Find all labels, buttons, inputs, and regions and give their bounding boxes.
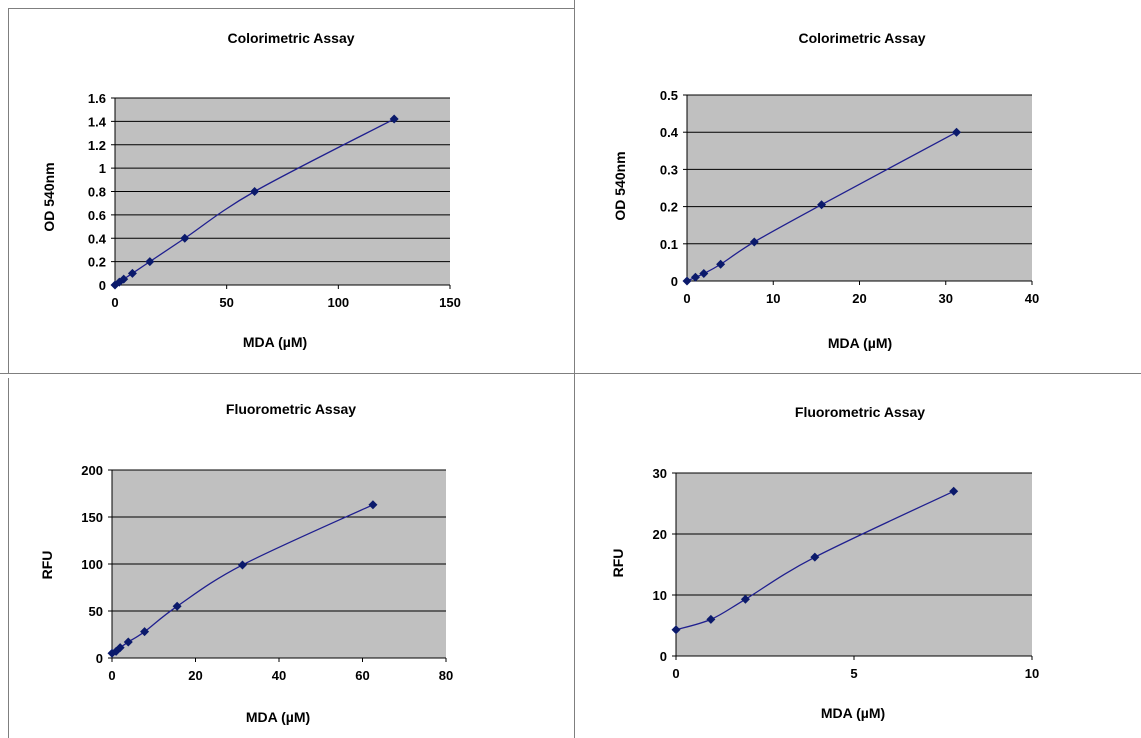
y-tick-label: 1.6 [88, 91, 106, 106]
y-tick-label: 30 [653, 466, 667, 481]
data-point-marker [127, 268, 137, 278]
data-point-marker [389, 114, 399, 124]
x-tick-label: 30 [939, 291, 953, 306]
data-point-marker [368, 500, 378, 510]
data-point-marker [740, 594, 750, 604]
x-axis-label: MDA (µM) [246, 709, 310, 725]
data-point-marker [145, 257, 155, 267]
data-point-marker [140, 627, 150, 637]
y-tick-label: 0.4 [660, 125, 679, 140]
chart-svg: 0 0.2 0.4 0.6 0.8 1 1.2 1.4 1.6 0 50 100 150 Colorime… [41, 30, 461, 350]
y-tick-label: 10 [653, 588, 667, 603]
data-point-marker [810, 552, 820, 562]
chart-panel-colorimetric-wide: 0 0.2 0.4 0.6 0.8 1 1.2 1.4 1.6 0 50 100 150 Colorime… [10, 10, 572, 370]
data-point-marker [952, 127, 962, 137]
x-axis-label: MDA (µM) [828, 335, 892, 351]
y-tick-label: 0.5 [660, 88, 678, 103]
data-point-marker [172, 601, 182, 611]
x-tick-label: 150 [439, 295, 461, 310]
data-point-marker [180, 233, 190, 243]
panel-divider-vertical [574, 0, 575, 738]
data-point-marker [716, 259, 726, 269]
y-axis-label: RFU [39, 551, 55, 580]
x-tick-label: 50 [219, 295, 233, 310]
data-point-marker [671, 625, 681, 635]
chart-title: Colorimetric Assay [798, 30, 925, 46]
chart-title: Colorimetric Assay [227, 30, 354, 46]
data-point-marker [749, 237, 759, 247]
chart-panel-fluorometric-wide: 0 50 100 150 200 0 20 40 60 80 Fluorometric Assay M… [10, 378, 572, 736]
y-tick-label: 50 [89, 604, 103, 619]
y-tick-label: 0 [660, 649, 667, 664]
data-point-marker [817, 200, 827, 210]
x-tick-label: 10 [1025, 666, 1039, 681]
data-point-marker [250, 187, 260, 196]
x-tick-label: 0 [683, 291, 690, 306]
y-tick-label: 0.8 [88, 185, 106, 200]
y-tick-label: 1.4 [88, 114, 107, 129]
panel-divider-horizontal [0, 373, 1141, 374]
y-tick-label: 0 [96, 651, 103, 666]
data-point-marker [123, 637, 133, 647]
data-point-marker [119, 274, 129, 284]
chart-panel-colorimetric-zoom: 0 0.1 0.2 0.3 0.4 0.5 0 10 20 30 40 Colorimetric As… [577, 10, 1139, 370]
data-point-marker [115, 643, 125, 653]
x-tick-label: 20 [852, 291, 866, 306]
x-tick-label: 40 [272, 668, 286, 683]
panel-border-top-left [8, 8, 574, 9]
chart-svg: 0 50 100 150 200 0 20 40 60 80 Fluorometric Assay M… [39, 401, 453, 725]
x-tick-label: 100 [327, 295, 349, 310]
y-axis-label: OD 540nm [612, 151, 628, 220]
x-tick-label: 0 [108, 668, 115, 683]
x-tick-label: 0 [111, 295, 118, 310]
y-tick-label: 200 [81, 463, 103, 478]
chart-panel-fluorometric-zoom: 0 10 20 30 0 5 10 Fluorometric Assay MDA (µM) RFU [577, 378, 1139, 736]
y-tick-label: 1 [99, 161, 106, 176]
x-tick-label: 5 [850, 666, 857, 681]
chart-svg: 0 0.1 0.2 0.3 0.4 0.5 0 10 20 30 40 Colorimetric As… [612, 30, 1039, 351]
x-tick-label: 60 [355, 668, 369, 683]
data-point-marker [682, 276, 692, 286]
y-tick-label: 0 [99, 278, 106, 293]
y-tick-label: 1.2 [88, 138, 106, 153]
y-tick-label: 0.3 [660, 162, 678, 177]
y-tick-label: 0 [671, 274, 678, 289]
data-point-marker [706, 614, 716, 624]
panel-border-left [8, 8, 9, 373]
y-tick-label: 0.4 [88, 231, 107, 246]
x-tick-label: 10 [766, 291, 780, 306]
data-point-marker [949, 486, 959, 496]
plot-area [687, 95, 1032, 281]
x-axis-label: MDA (µM) [821, 705, 885, 721]
y-tick-label: 150 [81, 510, 103, 525]
plot-area [676, 473, 1032, 656]
y-axis-label: OD 540nm [41, 162, 57, 231]
y-tick-label: 100 [81, 557, 103, 572]
y-tick-label: 20 [653, 527, 667, 542]
data-point-marker [699, 269, 709, 279]
chart-title: Fluorometric Assay [795, 404, 925, 420]
x-axis-label: MDA (µM) [243, 334, 307, 350]
chart-title: Fluorometric Assay [226, 401, 356, 417]
chart-svg: 0 10 20 30 0 5 10 Fluorometric Assay MDA (µM) RFU [610, 404, 1039, 721]
x-tick-label: 20 [188, 668, 202, 683]
series-line [675, 490, 954, 631]
y-tick-label: 0.2 [660, 200, 678, 215]
y-axis-label: RFU [610, 549, 626, 578]
y-tick-label: 0.6 [88, 208, 106, 223]
x-tick-label: 80 [439, 668, 453, 683]
data-point-marker [237, 560, 247, 570]
y-tick-label: 0.2 [88, 255, 106, 270]
data-point-marker [690, 272, 700, 282]
y-tick-label: 0.1 [660, 237, 678, 252]
x-tick-label: 0 [672, 666, 679, 681]
panel-border-left-bottom [8, 378, 9, 738]
x-tick-label: 40 [1025, 291, 1039, 306]
